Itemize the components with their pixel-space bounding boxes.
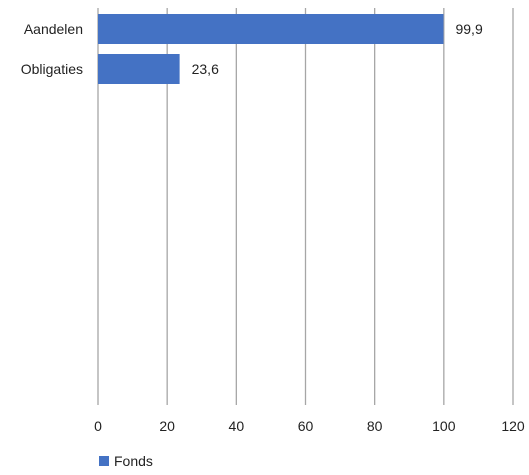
data-label-obligaties: 23,6 <box>192 61 219 77</box>
bar-obligaties <box>98 54 180 84</box>
legend: Fonds <box>99 453 153 469</box>
x-tick-label-100: 100 <box>432 418 456 434</box>
data-label-aandelen: 99,9 <box>455 21 482 37</box>
data-labels: 99,9 23,6 <box>192 21 483 77</box>
x-tick-label-40: 40 <box>229 418 245 434</box>
bar-aandelen <box>98 14 444 44</box>
x-tick-label-60: 60 <box>298 418 314 434</box>
category-labels: Aandelen Obligaties <box>21 21 83 77</box>
x-tick-label-80: 80 <box>367 418 383 434</box>
legend-label-fonds: Fonds <box>114 453 153 469</box>
bars <box>98 14 444 84</box>
x-tick-label-0: 0 <box>94 418 102 434</box>
category-label-obligaties: Obligaties <box>21 61 83 77</box>
x-tick-label-120: 120 <box>501 418 525 434</box>
x-axis-ticks: 0 20 40 60 80 100 120 <box>94 418 525 434</box>
x-tick-label-20: 20 <box>159 418 175 434</box>
legend-swatch-fonds <box>99 456 109 466</box>
category-label-aandelen: Aandelen <box>24 21 83 37</box>
